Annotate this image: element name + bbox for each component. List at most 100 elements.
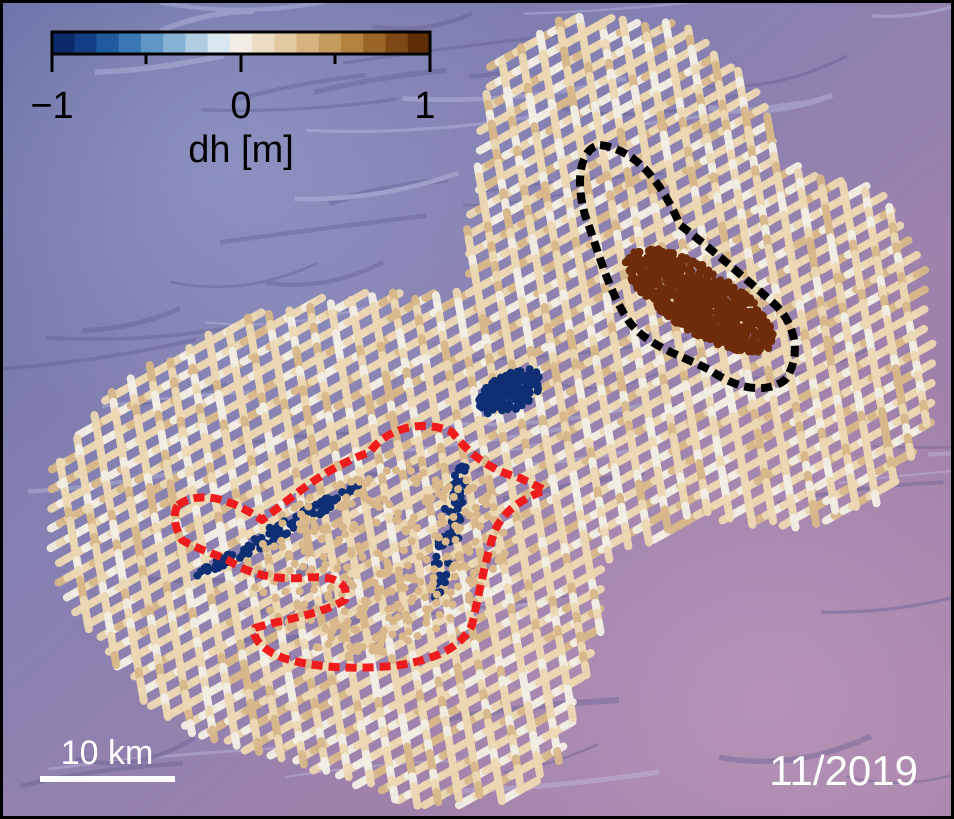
satellite-track-segment [905, 442, 916, 461]
elevation-change-point [678, 257, 687, 266]
terrain-streak [45, 324, 235, 342]
satellite-track-segment [253, 738, 264, 756]
elevation-change-point [750, 335, 759, 344]
terrain-streak [820, 596, 951, 614]
satellite-track-segment [553, 747, 563, 766]
satellite-track-segment [789, 513, 800, 532]
elevation-change-point [625, 266, 634, 275]
terrain-streak [82, 306, 181, 333]
satellite-track-segment [389, 785, 400, 804]
satellite-track-segment [231, 731, 241, 750]
elevation-change-point [733, 305, 742, 314]
satellite-track-segment [138, 686, 148, 705]
elevation-change-point [663, 297, 672, 306]
elevation-change-point [738, 329, 747, 338]
elevation-change-point [655, 266, 664, 275]
satellite-track-segment [662, 515, 672, 534]
satellite-track-segment [567, 704, 577, 723]
satellite-track-segment [496, 787, 506, 806]
terrain-streak [694, 54, 848, 89]
elevation-change-point [718, 316, 727, 325]
terrain-streak [871, 5, 951, 19]
satellite-track-segment [911, 324, 929, 338]
elevation-change-point [731, 333, 740, 342]
elevation-change-point [705, 324, 714, 333]
elevation-change-point [640, 259, 649, 268]
satellite-track-segment [411, 791, 422, 810]
satellite-track-segment [248, 308, 266, 322]
elevation-change-point [706, 314, 715, 323]
elevation-change-point [646, 249, 655, 258]
elevation-change-point [749, 298, 758, 307]
satellite-track-segment [912, 285, 929, 299]
elevation-change-point [696, 293, 705, 302]
elevation-change-point [637, 288, 646, 297]
terrain-streak [437, 769, 660, 795]
satellite-track-segment [320, 756, 331, 775]
satellite-track-segment [162, 703, 172, 721]
satellite-track-segment [453, 784, 463, 803]
satellite-track-segment [622, 532, 633, 551]
satellite-track-segment [515, 774, 525, 792]
satellite-track-segment [83, 615, 93, 634]
satellite-track-segment [352, 289, 370, 302]
elevation-change-point [669, 304, 678, 313]
terrain-streak [200, 97, 397, 113]
elevation-change-point [725, 306, 734, 315]
terrain-streak [159, 3, 330, 12]
elevation-change-point [637, 270, 646, 279]
elevation-change-point [663, 310, 672, 319]
elevation-change-point [760, 318, 769, 327]
satellite-track-segment [743, 88, 761, 102]
satellite-track-segment [895, 236, 913, 250]
elevation-change-point [660, 288, 669, 297]
elevation-change-point [704, 286, 713, 295]
satellite-track-segment [919, 339, 937, 353]
satellite-track-segment [785, 162, 803, 176]
satellite-track-segment [828, 177, 845, 190]
satellite-track-segment [432, 788, 443, 807]
satellite-track-segment [911, 305, 929, 319]
terrain-streak [94, 53, 225, 76]
elevation-change-point [718, 338, 727, 347]
satellite-track-segment [919, 359, 937, 373]
satellite-track-segment [624, 18, 642, 32]
satellite-track-segment [534, 760, 544, 779]
terrain-streak [20, 761, 184, 789]
satellite-track-segment [870, 489, 881, 508]
satellite-track-segment [569, 673, 586, 687]
elevation-change-point [716, 276, 725, 285]
satellite-track-segment [559, 717, 577, 731]
elevation-change-point [712, 286, 721, 295]
satellite-track-segment [912, 265, 930, 279]
satellite-track-segment [692, 38, 710, 52]
satellite-track-segment [275, 744, 286, 763]
elevation-change-point [744, 347, 753, 356]
terrain-streak [313, 67, 447, 95]
elevation-change-point [696, 268, 705, 277]
elevation-change-point [683, 300, 692, 309]
terrain-streak [872, 445, 951, 449]
satellite-track-segment [298, 750, 308, 769]
terrain-streak [524, 3, 696, 15]
elevation-change-point [625, 253, 634, 262]
elevation-change-point [762, 329, 771, 338]
elevation-change-point [752, 346, 761, 355]
satellite-track-segment [850, 493, 860, 511]
terrain-streak [219, 213, 427, 245]
satellite-track-segment [186, 719, 196, 738]
elevation-change-point [693, 301, 702, 310]
terrain-streak [3, 337, 197, 371]
satellite-track-segment [767, 507, 778, 526]
satellite-track-segment [829, 496, 840, 515]
elevation-change-point [759, 338, 768, 347]
terrain-streak [169, 262, 318, 289]
satellite-track-segment [718, 63, 736, 77]
terrain-streak [265, 260, 385, 288]
satellite-track-segment [752, 102, 769, 116]
elevation-change-point [724, 278, 733, 287]
elevation-change-point [733, 346, 742, 355]
elevation-change-point [702, 332, 711, 341]
satellite-track-segment [594, 618, 605, 637]
